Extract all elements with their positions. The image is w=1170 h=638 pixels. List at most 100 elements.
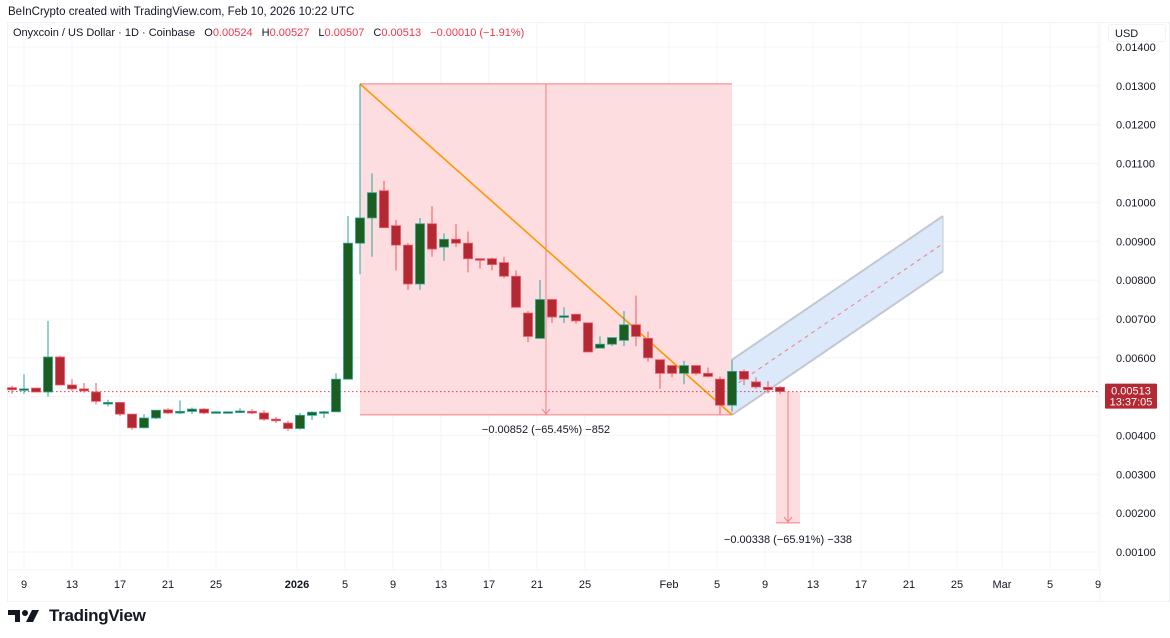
candle-body[interactable] [679, 365, 689, 374]
candle-body[interactable] [247, 411, 257, 414]
candle-body[interactable] [751, 381, 761, 388]
bar-countdown: 13:37:05 [1110, 397, 1153, 409]
candle-body[interactable] [511, 275, 521, 308]
candle-body[interactable] [307, 411, 317, 416]
open-value: 0.00524 [212, 27, 253, 39]
time-tick-label: 13 [66, 579, 78, 591]
symbol-title[interactable]: Onyxcoin / US Dollar · 1D · Coinbase [13, 27, 196, 39]
candle-body[interactable] [31, 387, 41, 393]
price-tick-label: 0.00600 [1116, 353, 1156, 365]
candle-body[interactable] [223, 411, 233, 414]
candle-body[interactable] [115, 402, 125, 415]
candle-body[interactable] [187, 408, 197, 412]
price-tick-label: 0.01300 [1116, 81, 1156, 93]
candle-body[interactable] [199, 408, 209, 414]
candle-body[interactable] [487, 258, 497, 265]
candle-body[interactable] [415, 223, 425, 285]
price-tick-label: 0.00100 [1116, 547, 1156, 559]
candle-body[interactable] [391, 225, 401, 246]
candle-body[interactable] [103, 402, 113, 405]
candle-body[interactable] [175, 411, 185, 414]
candle-body[interactable] [655, 359, 665, 374]
channel-lower-line [731, 270, 944, 416]
candle-body[interactable] [775, 386, 785, 392]
candle-body[interactable] [7, 387, 17, 391]
candle-body[interactable] [547, 299, 557, 318]
candle-body[interactable] [211, 411, 221, 414]
candle-body[interactable] [583, 322, 593, 353]
time-tick-label: 13 [435, 579, 447, 591]
candle-body[interactable] [691, 365, 701, 374]
candle-body[interactable] [439, 238, 449, 248]
low-value: 0.00507 [324, 27, 365, 39]
candle-body[interactable] [595, 343, 605, 349]
time-tick-label: 25 [951, 579, 963, 591]
candle-body[interactable] [559, 315, 569, 318]
candle-body[interactable] [55, 356, 65, 386]
candle-body[interactable] [67, 384, 77, 390]
price-tick-label: 0.01100 [1116, 159, 1155, 171]
candle-body[interactable] [475, 258, 485, 261]
close-value: 0.00513 [381, 27, 422, 39]
candle-body[interactable] [403, 244, 413, 285]
candle-body[interactable] [463, 242, 473, 260]
time-tick-label: 17 [855, 579, 867, 591]
candle-body[interactable] [703, 372, 713, 377]
price-tick-label: 0.01400 [1116, 42, 1156, 54]
chart-credit: BeInCrypto created with TradingView.com,… [8, 6, 355, 18]
price-range-label-1: −0.00852 (−65.45%) −852 [482, 424, 610, 436]
time-tick-label: 25 [579, 579, 591, 591]
candle-body[interactable] [343, 242, 353, 380]
candle-body[interactable] [607, 337, 617, 345]
candle-body[interactable] [19, 388, 29, 391]
symbol-legend: Onyxcoin / US Dollar · 1D · Coinbase O0.… [13, 27, 524, 39]
close-label: C [373, 27, 382, 39]
price-tick-label: 0.00700 [1116, 314, 1156, 326]
candle-body[interactable] [151, 409, 161, 419]
candle-body[interactable] [355, 217, 365, 244]
candle-body[interactable] [283, 422, 293, 429]
candle-body[interactable] [379, 190, 389, 229]
candle-body[interactable] [619, 324, 629, 341]
candle-body[interactable] [331, 378, 341, 413]
candle-body[interactable] [79, 388, 89, 392]
candle-body[interactable] [271, 418, 281, 422]
price-tick-label: 0.00200 [1116, 508, 1156, 520]
candle-body[interactable] [295, 414, 305, 429]
candle-body[interactable] [127, 413, 137, 429]
price-tick-label: 0.00400 [1116, 431, 1156, 443]
last-price-badge [1105, 383, 1157, 409]
candle-body[interactable] [367, 192, 377, 219]
low-label: L [318, 27, 325, 39]
candle-body[interactable] [667, 365, 677, 374]
candle-body[interactable] [727, 370, 737, 406]
time-tick-label: 9 [1095, 579, 1101, 591]
channel-upper-line [731, 215, 944, 361]
candle-body[interactable] [523, 312, 533, 337]
trendline[interactable] [359, 83, 733, 416]
candle-body[interactable] [763, 386, 773, 391]
candle-body[interactable] [139, 417, 149, 429]
candle-body[interactable] [163, 409, 173, 414]
candle-body[interactable] [739, 370, 749, 380]
candle-body[interactable] [535, 299, 545, 339]
candle-body[interactable] [43, 356, 53, 393]
candle-body[interactable] [643, 337, 653, 359]
time-tick-label: 21 [531, 579, 543, 591]
candle-body[interactable] [715, 378, 725, 406]
candle-body[interactable] [631, 324, 641, 337]
parallel-channel[interactable] [732, 215, 943, 415]
candle-body[interactable] [91, 391, 101, 402]
candle-body[interactable] [259, 412, 269, 420]
candle-body[interactable] [319, 411, 329, 414]
price-range-label-2: −0.00338 (−65.91%) −338 [724, 534, 852, 546]
change-value: −0.00010 (−1.91%) [430, 27, 525, 39]
candle-body[interactable] [571, 313, 581, 322]
currency-button[interactable]: USD [1108, 24, 1166, 42]
candle-body[interactable] [427, 223, 437, 250]
candle-body[interactable] [235, 410, 245, 413]
candle-body[interactable] [451, 238, 461, 244]
candle-body[interactable] [499, 262, 509, 277]
price-tick-label: 0.00300 [1116, 469, 1156, 481]
